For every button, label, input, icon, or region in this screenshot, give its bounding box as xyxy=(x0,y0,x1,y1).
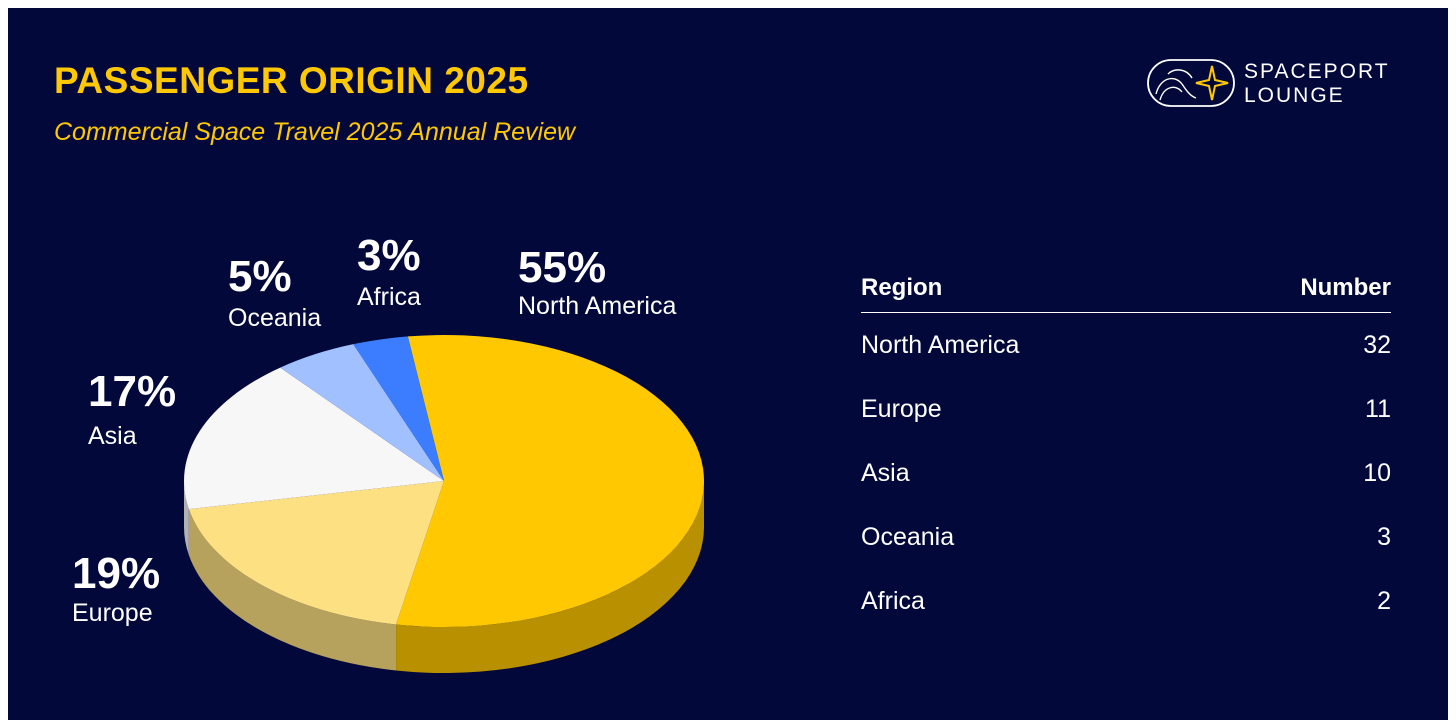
row-number: 32 xyxy=(1363,330,1391,359)
table-row: Asia 10 xyxy=(861,441,1391,505)
pie-category-label-europe: Europe xyxy=(72,599,153,627)
pie-category-label-oceania: Oceania xyxy=(228,304,321,332)
table-row: Europe 11 xyxy=(861,377,1391,441)
pie-slice-asia xyxy=(183,367,444,510)
table-row: Africa 2 xyxy=(861,569,1391,633)
pie-percent-label-africa: 3% xyxy=(357,231,421,280)
pie-labels: 55%North America 19%Europe 17% Asia 5% Oceani… xyxy=(72,231,676,627)
table-row: North America 32 xyxy=(861,313,1391,377)
logo-text: SPACEPORT LOUNGE xyxy=(1244,60,1390,108)
pie-percent-label-asia: 17% xyxy=(88,367,176,416)
pie-side-asia xyxy=(184,481,189,556)
row-region: Europe xyxy=(861,394,942,423)
row-number: 11 xyxy=(1365,394,1391,423)
pie-category-label-asia: Asia xyxy=(88,422,137,450)
page-title: PASSENGER ORIGIN 2025 xyxy=(54,60,529,101)
row-number: 2 xyxy=(1377,586,1391,615)
row-number: 10 xyxy=(1363,458,1391,487)
pie-side-europe xyxy=(188,509,397,671)
page-subtitle: Commercial Space Travel 2025 Annual Revi… xyxy=(54,118,576,146)
logo-text-line1: SPACEPORT xyxy=(1244,60,1390,83)
region-table: Region Number North America 32 Europe 11… xyxy=(861,264,1391,633)
logo-text-line2: LOUNGE xyxy=(1244,84,1345,107)
table-row: Oceania 3 xyxy=(861,505,1391,569)
row-number: 3 xyxy=(1377,522,1391,551)
spaceport-lounge-logo: SPACEPORT LOUNGE xyxy=(1146,56,1406,112)
pie-percent-label-europe: 19% xyxy=(72,549,160,598)
row-region: Oceania xyxy=(861,522,955,551)
pie-category-label-north-america: North America xyxy=(518,292,676,320)
row-region: Africa xyxy=(861,586,925,615)
table-header: Region Number xyxy=(861,264,1391,313)
pie-slice-oceania xyxy=(280,344,444,481)
row-region: North America xyxy=(861,330,1020,359)
pie-percent-label-oceania: 5% xyxy=(228,252,292,301)
pie-slice-africa xyxy=(353,336,444,481)
pie-side-walls xyxy=(184,481,704,673)
header-number: Number xyxy=(1300,274,1391,301)
pie-slice-north-america xyxy=(396,334,705,627)
header-region: Region xyxy=(861,274,943,301)
pie-side-north-america xyxy=(396,481,704,673)
pie-category-label-africa: Africa xyxy=(357,283,421,311)
spaceport-lounge-logo-icon xyxy=(1147,59,1235,107)
pie-percent-label-north-america: 55% xyxy=(518,243,606,292)
infographic-frame: PASSENGER ORIGIN 2025 Commercial Space T… xyxy=(8,8,1448,720)
pie-slices xyxy=(183,334,705,627)
pie-chart: 55%North America 19%Europe 17% Asia 5% Oceani… xyxy=(72,231,705,673)
pie-slice-europe xyxy=(188,481,444,625)
row-region: Asia xyxy=(861,458,910,487)
